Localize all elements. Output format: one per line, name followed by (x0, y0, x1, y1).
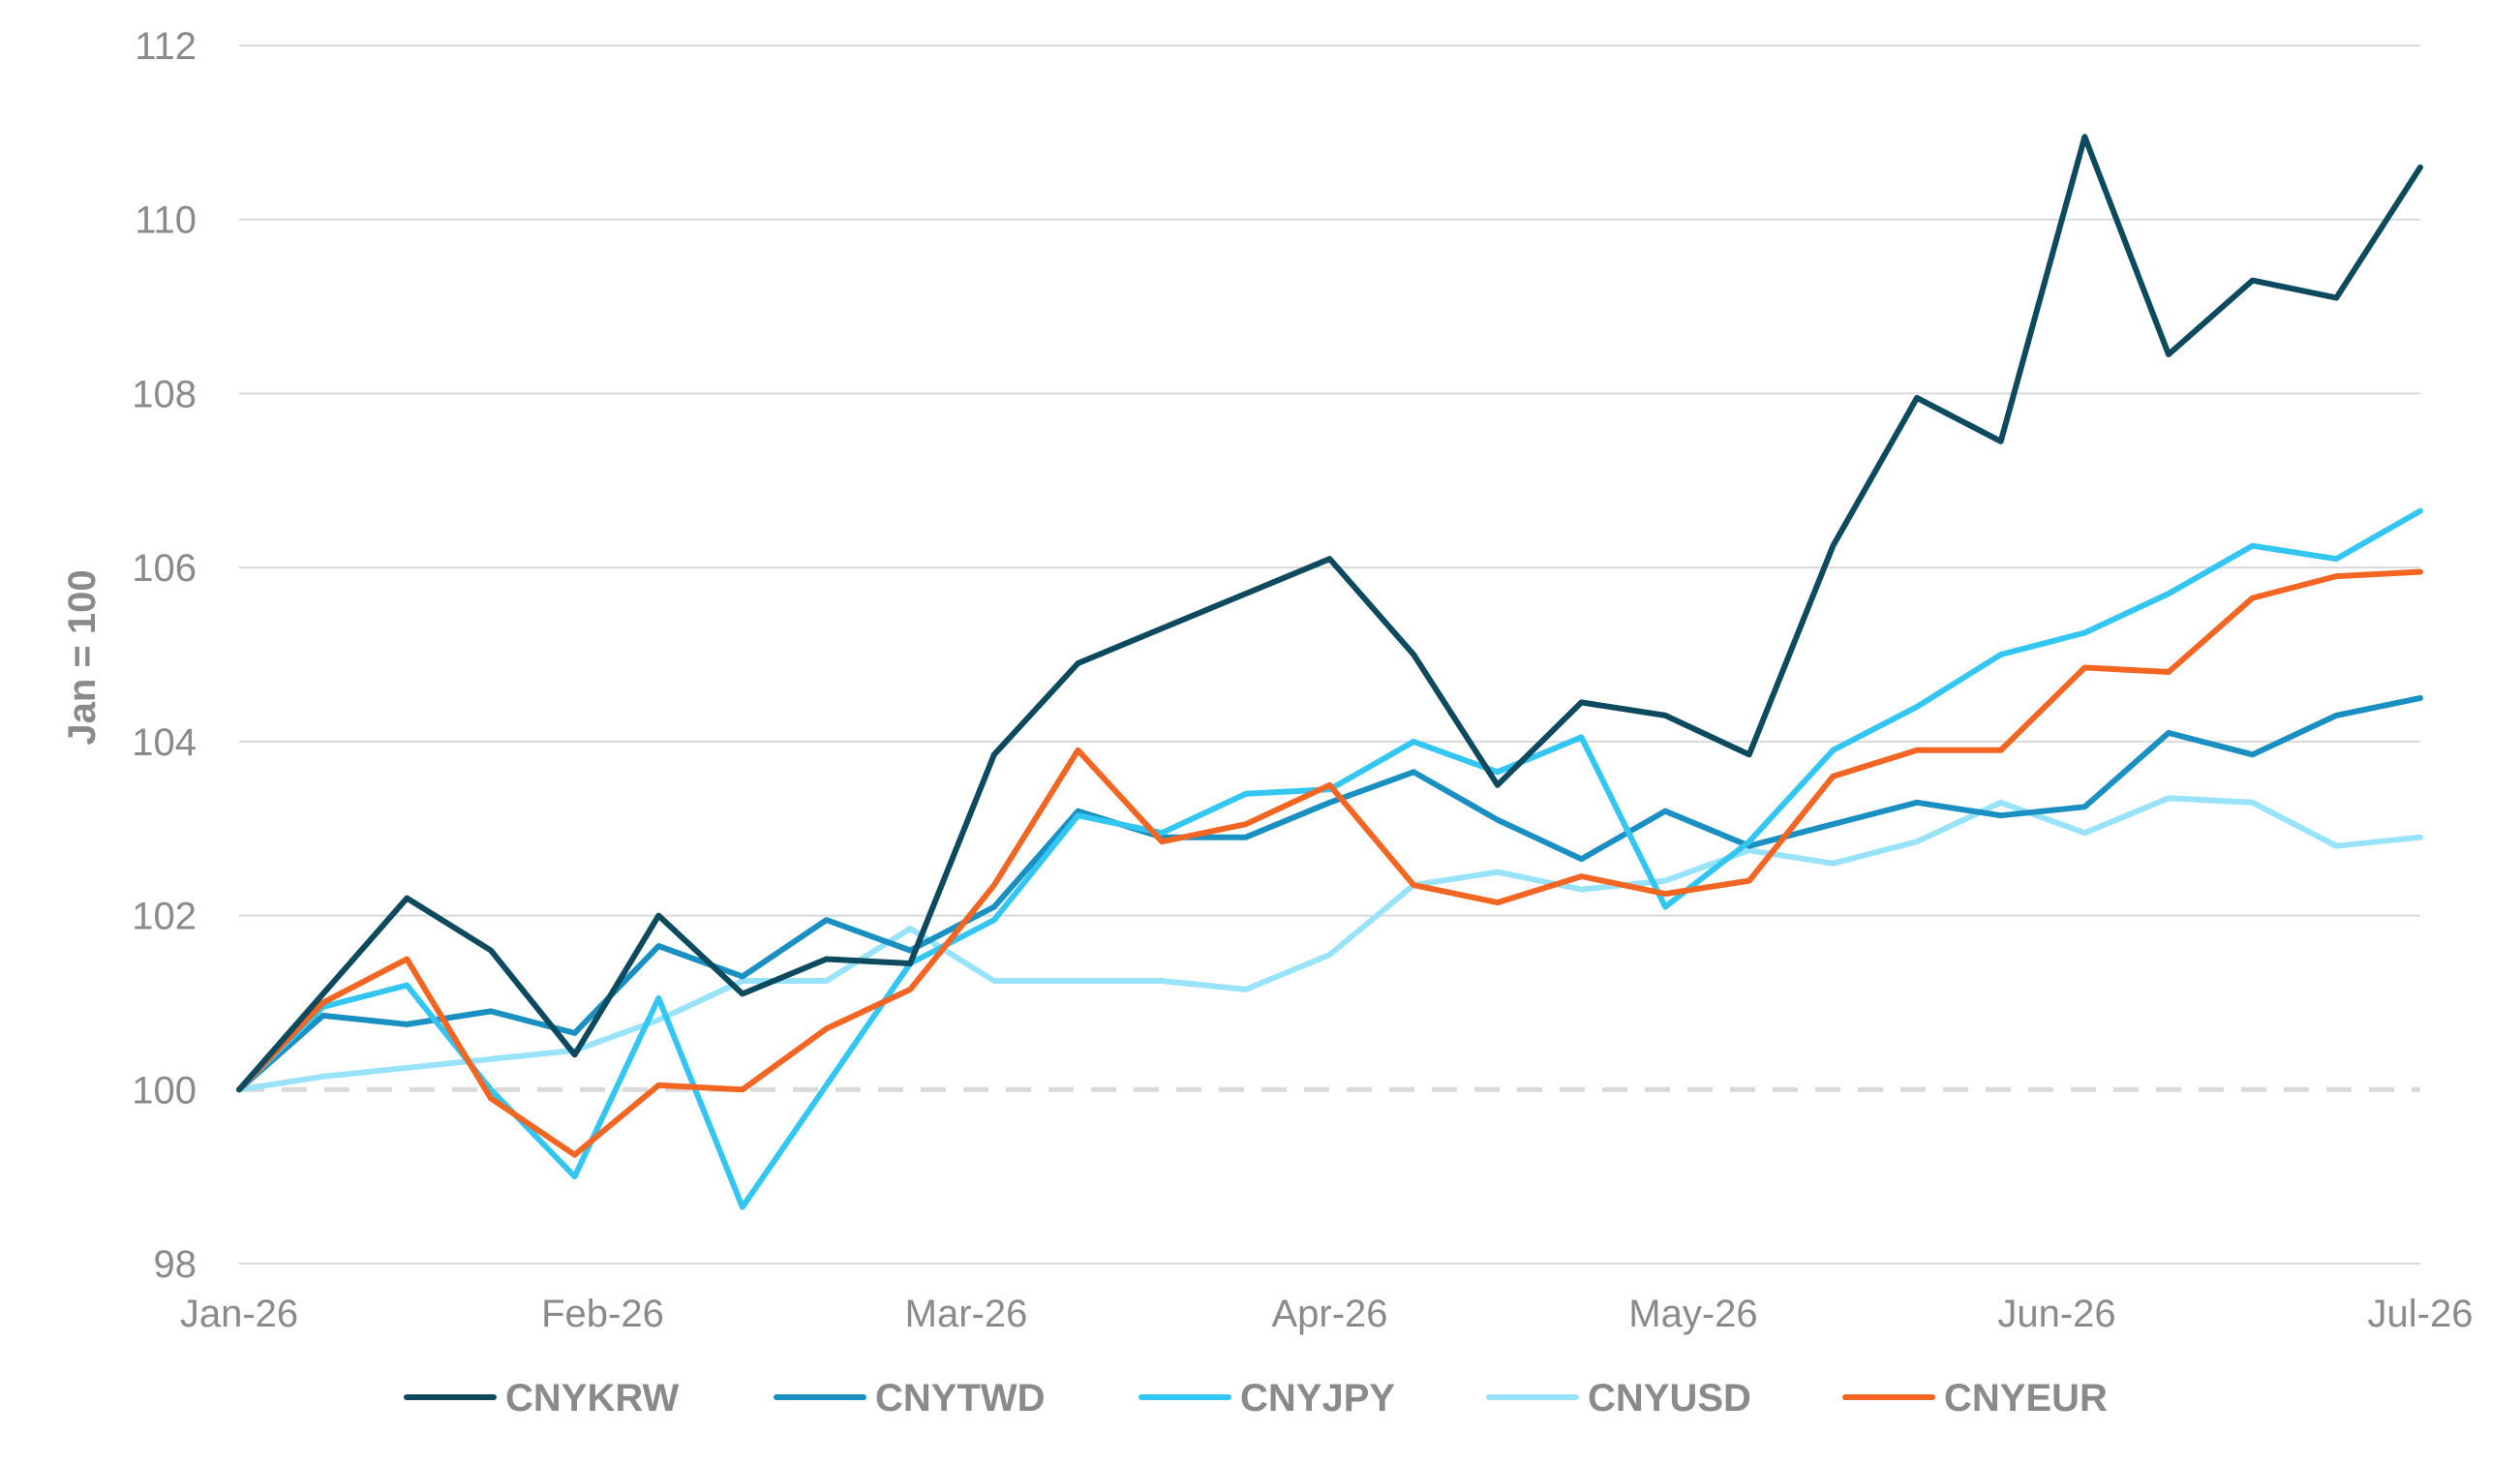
y-tick-label: 104 (132, 721, 197, 764)
series-line-cnykrw (236, 134, 2423, 1093)
x-tick-label: Jul-26 (2368, 1293, 2474, 1335)
y-tick-label: 100 (132, 1069, 197, 1112)
legend-label-cnyusd: CNYUSD (1588, 1377, 1751, 1419)
series-lines (236, 134, 2423, 1210)
series-line-cnyeur (236, 568, 2423, 1158)
y-tick-label: 110 (135, 199, 197, 242)
series-line-cnytwd (236, 694, 2423, 1093)
y-tick-label: 112 (135, 25, 197, 68)
series-line-cnyjpy (236, 507, 2423, 1210)
legend-label-cnyeur: CNYEUR (1944, 1377, 2108, 1419)
y-axis-ticks: 98 100 102 104 106 108 110 112 (132, 25, 197, 1286)
x-tick-label: Jun-26 (1997, 1293, 2115, 1335)
y-tick-label: 98 (154, 1243, 197, 1286)
x-tick-label: Apr-26 (1271, 1293, 1387, 1335)
y-tick-label: 102 (132, 896, 197, 938)
x-axis-ticks: Jan-26 Feb-26 Mar-26 Apr-26 May-26 Jun-26 Jul-… (180, 1293, 2474, 1335)
x-tick-label: May-26 (1628, 1293, 1757, 1335)
legend-label-cnykrw: CNYKRW (505, 1377, 680, 1419)
legend-label-cnytwd: CNYTWD (875, 1377, 1046, 1419)
legend-label-cnyjpy: CNYJPY (1240, 1377, 1395, 1419)
y-tick-label: 106 (132, 547, 197, 590)
series-line-cnyusd (236, 795, 2423, 1093)
x-tick-label: Mar-26 (905, 1293, 1028, 1335)
x-tick-label: Feb-26 (541, 1293, 664, 1335)
y-tick-label: 108 (132, 373, 197, 415)
legend: CNYKRW CNYTWD CNYJPY CNYUSD CNYEUR (404, 1377, 2108, 1419)
y-axis-title: Jan = 100 (61, 569, 104, 745)
x-tick-label: Jan-26 (180, 1293, 298, 1335)
gridlines (239, 45, 2420, 1265)
